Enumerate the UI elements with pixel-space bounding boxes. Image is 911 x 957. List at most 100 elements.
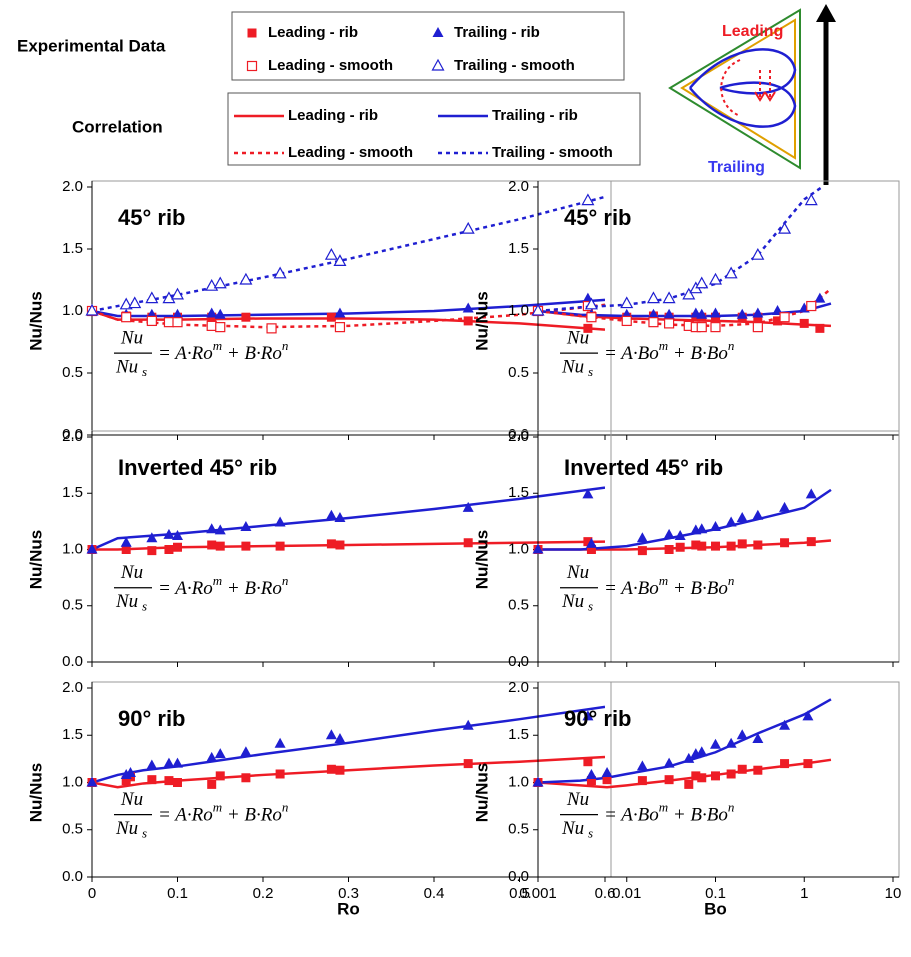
marker	[326, 312, 336, 322]
marker	[241, 541, 251, 551]
marker	[585, 537, 597, 548]
eq-term: + B·Ro	[222, 805, 282, 826]
marker	[736, 308, 748, 319]
y-tick-label: 0.5	[62, 821, 83, 838]
marker	[206, 523, 218, 534]
eq-exponent: n	[282, 338, 289, 353]
marker	[682, 287, 696, 300]
marker	[325, 509, 337, 520]
marker	[274, 516, 286, 527]
marker	[602, 775, 612, 785]
marker	[664, 775, 674, 785]
eq-rhs: = A·Bom + B·Bon	[604, 338, 734, 364]
eq-denominator-sub: s	[142, 364, 147, 379]
marker	[803, 759, 813, 769]
marker	[586, 312, 597, 323]
marker	[86, 776, 98, 787]
marker	[805, 488, 817, 499]
marker	[121, 312, 132, 323]
marker	[778, 221, 792, 234]
x-tick-label: 0.1	[705, 885, 726, 902]
x-tick-label: 0.2	[253, 885, 274, 902]
marker	[814, 292, 826, 303]
marker	[335, 765, 345, 775]
marker	[145, 291, 159, 304]
marker	[532, 543, 544, 554]
marker	[586, 545, 596, 554]
marker	[647, 308, 659, 319]
marker	[163, 757, 175, 768]
eq-term: + B·Bo	[668, 578, 728, 599]
marker	[172, 308, 183, 319]
y-tick-label: 2.0	[62, 428, 83, 445]
eq-term: = A·Bo	[604, 578, 659, 599]
legend-marker	[246, 60, 258, 72]
marker	[215, 322, 226, 333]
marker	[779, 312, 790, 323]
marker	[206, 320, 217, 331]
marker	[691, 771, 701, 781]
y-tick-label: 2.0	[62, 178, 83, 195]
y-tick-label: 0.0	[508, 868, 529, 885]
marker	[172, 317, 183, 328]
marker	[752, 733, 764, 744]
marker	[333, 254, 347, 266]
eq-denominator: Nu	[115, 818, 138, 839]
marker	[239, 272, 253, 285]
marker	[325, 729, 337, 740]
legend-marker	[432, 27, 444, 37]
eq-exponent: n	[728, 338, 735, 353]
x-axis-label: Bo	[704, 899, 727, 918]
y-tick-label: 1.0	[62, 540, 83, 557]
marker	[637, 776, 647, 786]
y-tick-label: 0.0	[62, 426, 83, 443]
marker	[637, 546, 647, 556]
marker	[214, 748, 226, 759]
marker	[334, 733, 346, 744]
marker	[266, 323, 277, 334]
eq-term: = A·Bo	[604, 344, 659, 365]
marker	[162, 291, 176, 304]
x-tick-label: 0.4	[424, 885, 445, 902]
marker	[164, 545, 174, 554]
correlation-line	[92, 755, 605, 789]
y-tick-label: 1.0	[62, 302, 83, 319]
eq-exponent: m	[213, 338, 222, 353]
marker	[334, 512, 346, 522]
x-tick-label: 0	[88, 885, 96, 902]
marker	[752, 509, 764, 520]
marker	[684, 779, 694, 789]
eq-denominator-sub: s	[142, 599, 147, 614]
eq-term: + B·Bo	[668, 805, 728, 826]
legend-marker	[247, 28, 257, 38]
y-axis-label: Nu/Nus	[472, 530, 491, 590]
panel-title: 90° rib	[118, 706, 186, 731]
marker	[240, 746, 252, 757]
y-tick-label: 0.0	[62, 653, 83, 670]
marker	[586, 776, 596, 786]
legend-label: Leading - smooth	[268, 57, 393, 74]
marker	[582, 710, 594, 721]
marker	[124, 767, 136, 778]
marker	[724, 266, 738, 279]
eq-term: = A·Ro	[158, 805, 213, 826]
y-axis-label: Nu/Nus	[26, 763, 45, 823]
marker	[726, 541, 736, 551]
y-tick-label: 1.0	[508, 773, 529, 790]
y-tick-label: 2.0	[508, 178, 529, 195]
marker	[646, 291, 660, 304]
marker	[121, 545, 131, 554]
marker	[147, 546, 157, 556]
x-tick-label: 0.3	[338, 885, 359, 902]
y-tick-label: 2.0	[62, 679, 83, 696]
marker	[674, 530, 686, 540]
legend-marker	[431, 58, 445, 71]
marker	[751, 247, 765, 260]
eq-exponent: m	[213, 800, 222, 815]
eq-term: + B·Bo	[668, 344, 728, 365]
eq-numerator: Nu	[566, 562, 589, 583]
eq-numerator: Nu	[566, 328, 589, 349]
panel-title: Inverted 45° rib	[564, 455, 723, 480]
y-tick-label: 1.5	[62, 484, 83, 501]
y-tick-label: 0.5	[508, 364, 529, 381]
